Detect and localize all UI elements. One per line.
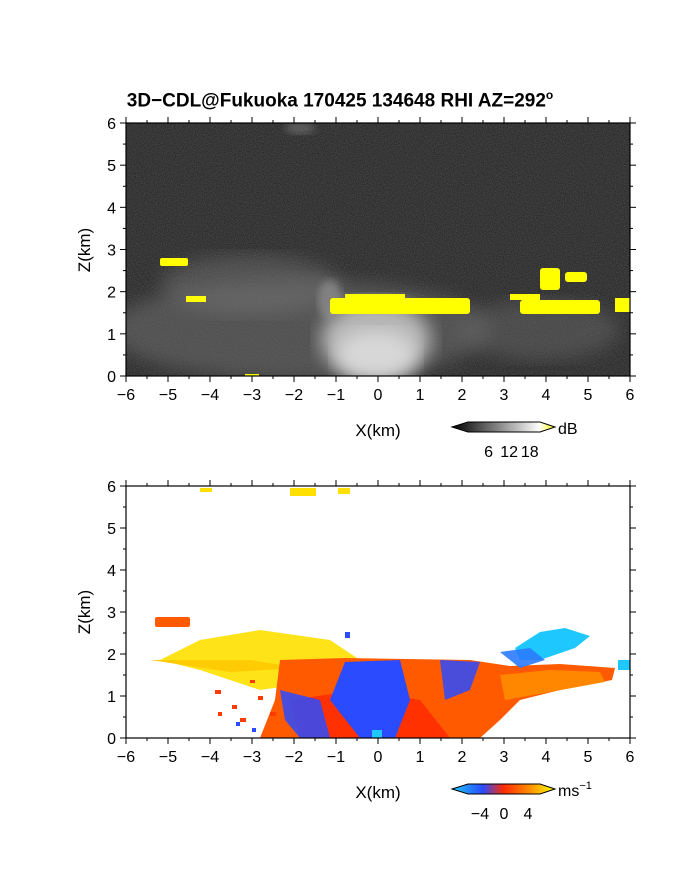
reflectivity-xtick-label: −5: [159, 387, 177, 404]
velocity-ytick-label: 4: [107, 563, 116, 580]
reflectivity-field: [126, 123, 630, 376]
reflectivity-xtick-label: −3: [243, 387, 261, 404]
reflectivity-xtick-label: 1: [416, 387, 425, 404]
velocity-xlabel: X(km): [355, 783, 400, 802]
velocity-colorbar: −4 0 4 ms−1: [450, 780, 592, 823]
reflectivity-ytick-label: 6: [107, 116, 116, 133]
reflectivity-ytick-label: 5: [107, 158, 116, 175]
velocity-colorbar-tick: 4: [524, 806, 533, 823]
velocity-xtick-label: 1: [416, 749, 425, 766]
reflectivity-xtick-label: 3: [500, 387, 509, 404]
reflectivity-ytick-label: 2: [107, 285, 116, 302]
velocity-ytick-label: 1: [107, 689, 116, 706]
velocity-xtick-label: 5: [584, 749, 593, 766]
reflectivity-xtick-label: 0: [374, 387, 383, 404]
velocity-panel: −6 −5 −4 −3 −2 −1 0 1 2 3 4 5 6 0 1 2 3 4 5 6 X(km) Z(km) −…: [75, 479, 636, 823]
reflectivity-colorbar: 6 12 18 dB: [450, 421, 578, 461]
velocity-xtick-label: −3: [243, 749, 261, 766]
reflectivity-xtick-label: −6: [117, 387, 135, 404]
reflectivity-xtick-label: −1: [327, 387, 345, 404]
reflectivity-ticks: −6 −5 −4 −3 −2 −1 0 1 2 3 4 5 6 0 1 2 3 4 5 6: [107, 116, 636, 404]
reflectivity-xtick-label: −2: [285, 387, 303, 404]
velocity-xtick-label: −6: [117, 749, 135, 766]
velocity-xtick-label: 4: [542, 749, 551, 766]
velocity-ytick-label: 5: [107, 521, 116, 538]
velocity-colorbar-unit: ms−1: [558, 780, 592, 800]
velocity-ytick-label: 2: [107, 647, 116, 664]
velocity-xtick-label: −2: [285, 749, 303, 766]
reflectivity-colorbar-unit: dB: [558, 421, 578, 438]
velocity-field: [126, 486, 630, 738]
velocity-colorbar-tick: −4: [471, 806, 489, 823]
reflectivity-ytick-label: 1: [107, 327, 116, 344]
velocity-colorbar-tick: 0: [500, 806, 509, 823]
velocity-ytick-label: 6: [107, 479, 116, 496]
velocity-xtick-label: −4: [201, 749, 219, 766]
velocity-xtick-label: 0: [374, 749, 383, 766]
velocity-ytick-label: 3: [107, 605, 116, 622]
velocity-ytick-label: 0: [107, 731, 116, 748]
velocity-xtick-label: 3: [500, 749, 509, 766]
reflectivity-xtick-label: 2: [458, 387, 467, 404]
reflectivity-ytick-label: 3: [107, 243, 116, 260]
reflectivity-xtick-label: −4: [201, 387, 219, 404]
velocity-ticks: −6 −5 −4 −3 −2 −1 0 1 2 3 4 5 6 0 1 2 3 4 5 6: [107, 479, 636, 766]
reflectivity-colorbar-tick: 12: [500, 444, 518, 461]
reflectivity-colorbar-tick: 18: [521, 444, 539, 461]
reflectivity-xtick-label: 4: [542, 387, 551, 404]
velocity-xtick-label: −5: [159, 749, 177, 766]
velocity-xtick-label: 6: [626, 749, 635, 766]
reflectivity-xtick-label: 5: [584, 387, 593, 404]
velocity-ylabel: Z(km): [75, 590, 94, 634]
reflectivity-ylabel: Z(km): [75, 228, 94, 272]
chart-title: 3D−CDL@Fukuoka 170425 134648 RHI AZ=292o: [126, 88, 554, 112]
reflectivity-xtick-label: 6: [626, 387, 635, 404]
velocity-xtick-label: −1: [327, 749, 345, 766]
reflectivity-ytick-label: 4: [107, 200, 116, 217]
reflectivity-colorbar-tick: 6: [484, 444, 493, 461]
reflectivity-xlabel: X(km): [355, 421, 400, 440]
reflectivity-ytick-label: 0: [107, 369, 116, 386]
velocity-xtick-label: 2: [458, 749, 467, 766]
